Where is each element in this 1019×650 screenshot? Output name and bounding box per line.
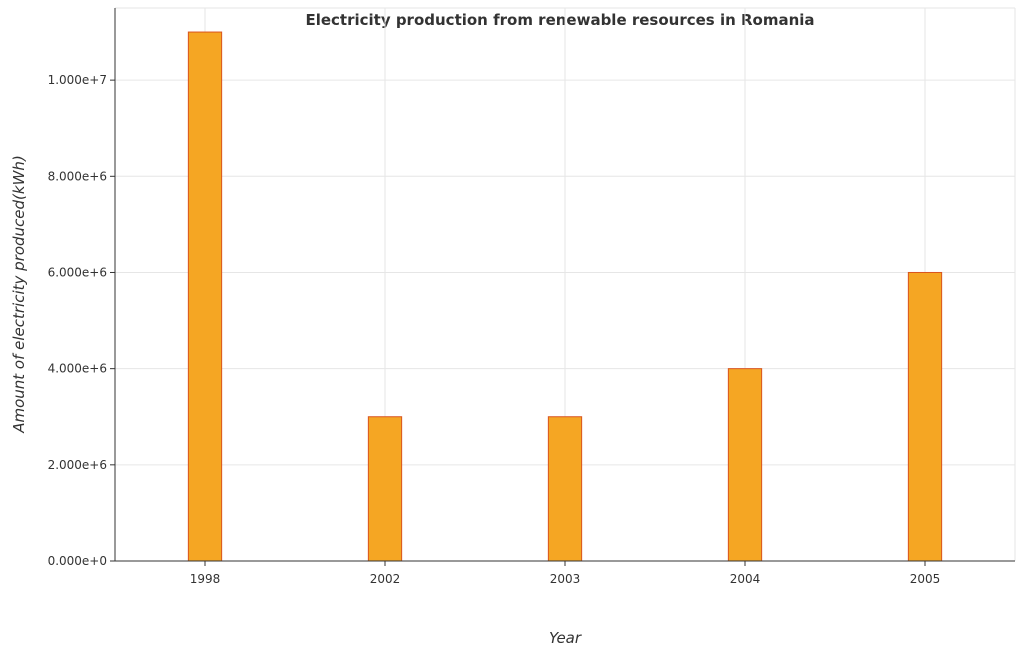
- x-tick-label: 2004: [730, 572, 761, 586]
- bar-1998: [187, 31, 223, 562]
- x-tick-label: 2003: [550, 572, 581, 586]
- y-tick-label: 2.000e+6: [48, 458, 107, 472]
- bars: [187, 31, 943, 562]
- x-tick-label: 1998: [190, 572, 221, 586]
- y-axis-title: Amount of electricity produced(kWh): [10, 155, 28, 434]
- bar-2002: [367, 416, 403, 562]
- y-tick-label: 6.000e+6: [48, 265, 107, 279]
- bar-2004: [727, 368, 763, 562]
- bar-2005: [907, 271, 943, 562]
- x-tick-label: 2002: [370, 572, 401, 586]
- y-tick-labels: 0.000e+0 2.000e+6 4.000e+6 6.000e+6 8.000e+6…: [48, 73, 107, 568]
- y-tick-label: 4.000e+6: [48, 362, 107, 376]
- y-tick-label: 0.000e+0: [48, 554, 107, 568]
- axes: [110, 8, 1015, 566]
- chart-title: Electricity production from renewable re…: [305, 11, 814, 29]
- y-tick-label: 1.000e+7: [48, 73, 107, 87]
- x-tick-labels: 1998 2002 2003 2004 2005: [190, 572, 941, 586]
- grid: [115, 7, 1016, 562]
- x-tick-label: 2005: [910, 572, 941, 586]
- bar-2003: [547, 416, 583, 562]
- y-tick-label: 8.000e+6: [48, 169, 107, 183]
- x-axis-title: Year: [549, 629, 582, 647]
